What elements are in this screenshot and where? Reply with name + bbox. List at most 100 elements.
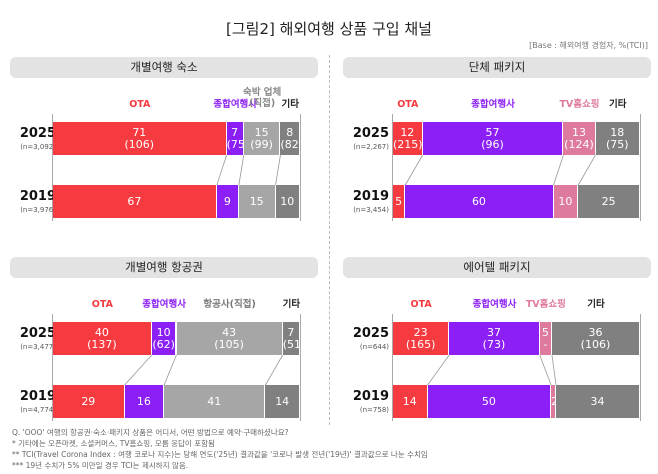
connector-lines — [124, 354, 284, 386]
tci-label: (165) — [405, 337, 436, 351]
panel-title: 개별여행 항공권 — [10, 257, 318, 278]
category-label: OTA — [397, 99, 419, 110]
bar-segment: 14 — [265, 385, 300, 418]
bar-segment: 67 — [53, 185, 217, 218]
category-label: 기타 — [587, 299, 605, 310]
footnotes: Q. 'OOO' 여행의 항공권·숙소·패키지 상품은 어디서, 어떤 방법으로… — [12, 427, 428, 471]
value-label: 7 — [287, 325, 295, 339]
footnote: *** 19년 수치가 5% 미만일 경우 TCI는 제시하지 않음. — [12, 461, 189, 470]
value-label: 5 — [395, 194, 403, 208]
bar-segment: 50 — [427, 385, 552, 418]
connector-line — [124, 354, 153, 386]
bar-segment: 23 (165) — [393, 322, 450, 355]
year-label: 2019 — [19, 389, 56, 404]
connector-line — [265, 354, 284, 386]
category-label: 기타 — [282, 299, 301, 310]
value-label: 5 — [541, 325, 549, 339]
tci-label: (106) — [124, 137, 155, 151]
axis-line — [300, 314, 301, 421]
chart-panel: 에어텔 패키지 2025 (n=644) 23 (165) OTA 37 (73) 종합여행사 5… — [343, 257, 651, 427]
category-label: 기타 — [281, 99, 299, 110]
tci-label: (75) — [226, 137, 243, 151]
category-label: 항공사(직접) — [203, 299, 256, 310]
bar-segment: 12 (215) — [393, 122, 423, 155]
sample-size: (n=3,477) — [20, 343, 56, 351]
panel-title: 개별여행 숙소 — [10, 57, 318, 78]
value-label: 8 — [286, 125, 294, 139]
tci-label: (96) — [481, 137, 504, 151]
value-label: 25 — [601, 194, 616, 208]
bar-segment: 71 (106) — [53, 122, 227, 155]
axis-line — [300, 114, 301, 221]
axis-line — [640, 114, 641, 221]
bar-segment: 57 (96) — [422, 122, 564, 155]
category-label: TV홈쇼핑 — [525, 299, 566, 310]
tci-label: (106) — [580, 337, 611, 351]
chart-panel: 단체 패키지 2025 (n=2,267) 12 (215) OTA 57 (96) 종합여행사… — [343, 57, 651, 227]
tci-label: (137) — [87, 337, 117, 351]
axis-line — [392, 314, 393, 421]
connector-line — [216, 154, 228, 186]
category-label: OTA — [129, 99, 151, 110]
value-label: 40 — [94, 325, 109, 339]
panel-title: 에어텔 패키지 — [343, 257, 651, 278]
tci-label: (99) — [250, 137, 273, 151]
year-label: 2019 — [352, 189, 389, 204]
connector-line — [427, 354, 450, 386]
value-label: 41 — [207, 394, 222, 408]
bar-segment: 15 — [238, 185, 276, 218]
sample-size: (n=4,774) — [20, 406, 56, 414]
value-label: 71 — [132, 125, 147, 139]
bar-segment: 13 (124) — [563, 122, 596, 155]
axis-line — [52, 314, 53, 421]
value-label: 13 — [571, 125, 586, 139]
category-label: 종합여행사 — [472, 299, 517, 310]
year-label: 2025 — [352, 326, 389, 341]
category-label: 종합여행사 — [213, 99, 258, 110]
sample-size: (n=2,267) — [353, 143, 389, 151]
category-label: 종합여행사 — [142, 299, 186, 310]
chart-panel: 개별여행 항공권 2025 (n=3,477) 40 (137) OTA 10 (62) 종합여… — [10, 257, 318, 427]
footnote: * 기타에는 오픈마켓, 소셜커머스, TV홈쇼핑, 모름 응답이 포함됨 — [12, 439, 215, 448]
base-note: [Base : 해외여행 경험자, %(TCI)] — [529, 41, 648, 50]
category-label: 기타 — [609, 99, 627, 110]
value-label: 37 — [486, 325, 501, 339]
value-label: 60 — [471, 194, 486, 208]
value-label: 57 — [485, 125, 500, 139]
bar-segment: 7(51) — [282, 322, 300, 355]
value-label: 15 — [249, 194, 264, 208]
bar-segment: 5 — [393, 185, 406, 218]
category-label: OTA — [410, 299, 432, 310]
tci-label: - — [543, 337, 548, 351]
bar-segment: 14 — [393, 385, 428, 418]
tci-label: (124) — [564, 137, 594, 151]
sample-size: (n=758) — [359, 406, 389, 414]
category-label: 숙박 업체 (직접) — [242, 87, 282, 109]
tci-label: (73) — [482, 337, 506, 351]
sample-size: (n=644) — [359, 343, 389, 351]
connector-lines — [427, 354, 557, 386]
figure-title: [그림2] 해외여행 상품 구입 채널 — [226, 20, 432, 38]
value-label: 7 — [231, 125, 239, 139]
value-label: 14 — [402, 394, 417, 408]
value-label: 12 — [400, 125, 415, 139]
tci-label: (215) — [393, 137, 423, 151]
value-label: 15 — [254, 125, 269, 139]
panel-title: 단체 패키지 — [343, 57, 651, 78]
value-label: 36 — [588, 325, 603, 339]
value-label: 14 — [275, 394, 290, 408]
sample-size: (n=3,454) — [353, 206, 389, 214]
bar-segment: 5- — [539, 322, 552, 355]
year-label: 2025 — [352, 126, 389, 141]
category-label: OTA — [91, 299, 113, 310]
connector-line — [405, 154, 423, 186]
footnote: ** TCI(Travel Corona Index : 여행 코로나 지수)는… — [12, 450, 428, 459]
category-label: TV홈쇼핑 — [559, 99, 600, 110]
axis-line — [640, 314, 641, 421]
year-label: 2025 — [19, 126, 56, 141]
bar-segment: 9 — [216, 185, 239, 218]
value-label: 29 — [81, 394, 96, 408]
bar-segment: 40 (137) — [53, 322, 152, 355]
bar-segment: 10 — [275, 185, 300, 218]
connector-line — [553, 154, 564, 186]
